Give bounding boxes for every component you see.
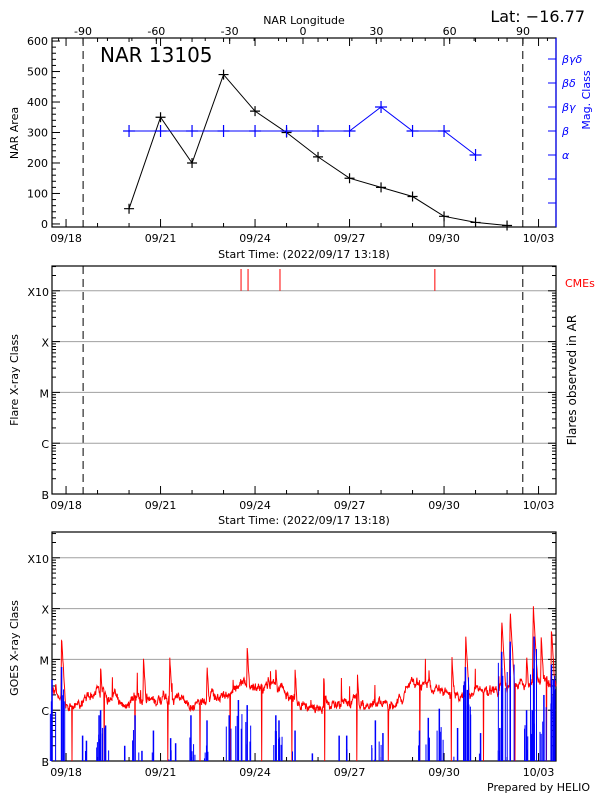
nar-area-point (218, 69, 229, 80)
nar-area-point (439, 211, 450, 222)
class-tick-label: X (41, 337, 49, 350)
start-time-label-top: Start Time: (2022/09/17 13:18) (218, 248, 390, 261)
mag-class-tick-label: α (562, 149, 570, 162)
date-tick-label: 09/30 (428, 766, 460, 779)
cme-label: CMEs (565, 277, 595, 290)
area-tick-label: 300 (27, 127, 48, 140)
nar-area-point (124, 203, 135, 214)
class-tick-label: B (41, 489, 49, 502)
class-tick-label: M (40, 654, 50, 667)
area-tick-label: 600 (27, 35, 48, 48)
date-tick-label: 09/21 (145, 232, 177, 245)
plot-frame-2 (51, 531, 557, 762)
goes-class-axis-title: GOES X-ray Class (8, 600, 21, 696)
class-tick-label: B (41, 756, 49, 769)
mag-class-point (186, 125, 199, 137)
date-tick-label: 09/27 (334, 766, 366, 779)
region-title: NAR 13105 (100, 43, 213, 67)
mag-class-point (280, 125, 293, 137)
date-tick-label: 09/24 (239, 499, 271, 512)
date-tick-label: 09/18 (50, 766, 82, 779)
date-tick-label: 09/30 (428, 499, 460, 512)
longitude-tick-label: 60 (443, 25, 457, 38)
longitude-tick-label: -60 (147, 25, 165, 38)
class-tick-label: X10 (27, 286, 49, 299)
area-tick-label: 100 (27, 187, 48, 200)
date-tick-label: 09/27 (334, 499, 366, 512)
date-tick-label: 09/24 (239, 766, 271, 779)
longitude-tick-label: 90 (516, 25, 530, 38)
date-tick-label: 09/21 (145, 766, 177, 779)
mag-class-tick-label: βγδ (561, 53, 583, 66)
mag-class-point (312, 125, 325, 137)
mag-class-point (217, 125, 230, 137)
date-tick-label: 10/03 (523, 232, 555, 245)
nar-area-point (470, 217, 481, 228)
nar-area-point (407, 191, 418, 202)
mag-class-point (123, 125, 136, 137)
longitude-tick-label: 30 (369, 25, 383, 38)
longitude-tick-label: 0 (300, 25, 307, 38)
nar-area-point (250, 106, 261, 117)
mag-class-tick-label: βδ (561, 77, 576, 90)
mag-class-axis-title: Mag. Class (580, 70, 593, 129)
latitude-label: Lat: −16.77 (490, 7, 585, 26)
mag-class-tick-label: βγ (561, 101, 576, 114)
date-tick-label: 09/18 (50, 232, 82, 245)
area-tick-label: 0 (41, 218, 48, 231)
nar-area-line (128, 73, 508, 226)
mag-class-point (469, 149, 482, 161)
mag-class-point (343, 125, 356, 137)
top-axis-title: NAR Longitude (263, 14, 345, 27)
nar-area-axis-title: NAR Area (8, 107, 21, 159)
flare-class-axis-title: Flare X-ray Class (8, 334, 21, 426)
mag-class-point (375, 101, 388, 113)
class-tick-label: X10 (27, 553, 49, 566)
date-tick-label: 09/18 (50, 499, 82, 512)
mag-class-point (406, 125, 419, 137)
class-tick-label: C (41, 438, 49, 451)
date-tick-label: 09/24 (239, 232, 271, 245)
nar-area-point (187, 157, 198, 168)
flares-observed-axis-title: Flares observed in AR (565, 315, 579, 445)
nar-area-point (376, 182, 387, 193)
mag-class-tick-label: β (561, 125, 569, 138)
date-tick-label: 10/03 (523, 499, 555, 512)
mag-class-point (154, 125, 167, 137)
date-tick-label: 09/21 (145, 499, 177, 512)
goes-long-channel-line (51, 606, 557, 762)
prepared-by-label: Prepared by HELIO (487, 781, 590, 794)
area-tick-label: 500 (27, 66, 48, 79)
longitude-tick-label: -90 (74, 25, 92, 38)
nar-area-point (313, 151, 324, 162)
chart-marks: 09/18 09/21 09/24 09/27 09/30 10/03 09/18 09/21… (27, 25, 583, 779)
start-time-label-middle: Start Time: (2022/09/17 13:18) (218, 514, 390, 527)
class-tick-label: X (41, 604, 49, 617)
nar-area-point (502, 220, 513, 231)
nar-area-point (155, 112, 166, 123)
longitude-tick-label: -30 (221, 25, 239, 38)
date-tick-label: 09/27 (334, 232, 366, 245)
plot-frame-1 (51, 265, 557, 495)
area-tick-label: 200 (27, 157, 48, 170)
mag-class-point (249, 125, 262, 137)
date-tick-label: 10/03 (523, 766, 555, 779)
class-tick-label: M (40, 387, 50, 400)
date-tick-label: 09/30 (428, 232, 460, 245)
nar-area-point (344, 173, 355, 184)
mag-class-point (438, 125, 451, 137)
area-tick-label: 400 (27, 96, 48, 109)
class-tick-label: C (41, 705, 49, 718)
